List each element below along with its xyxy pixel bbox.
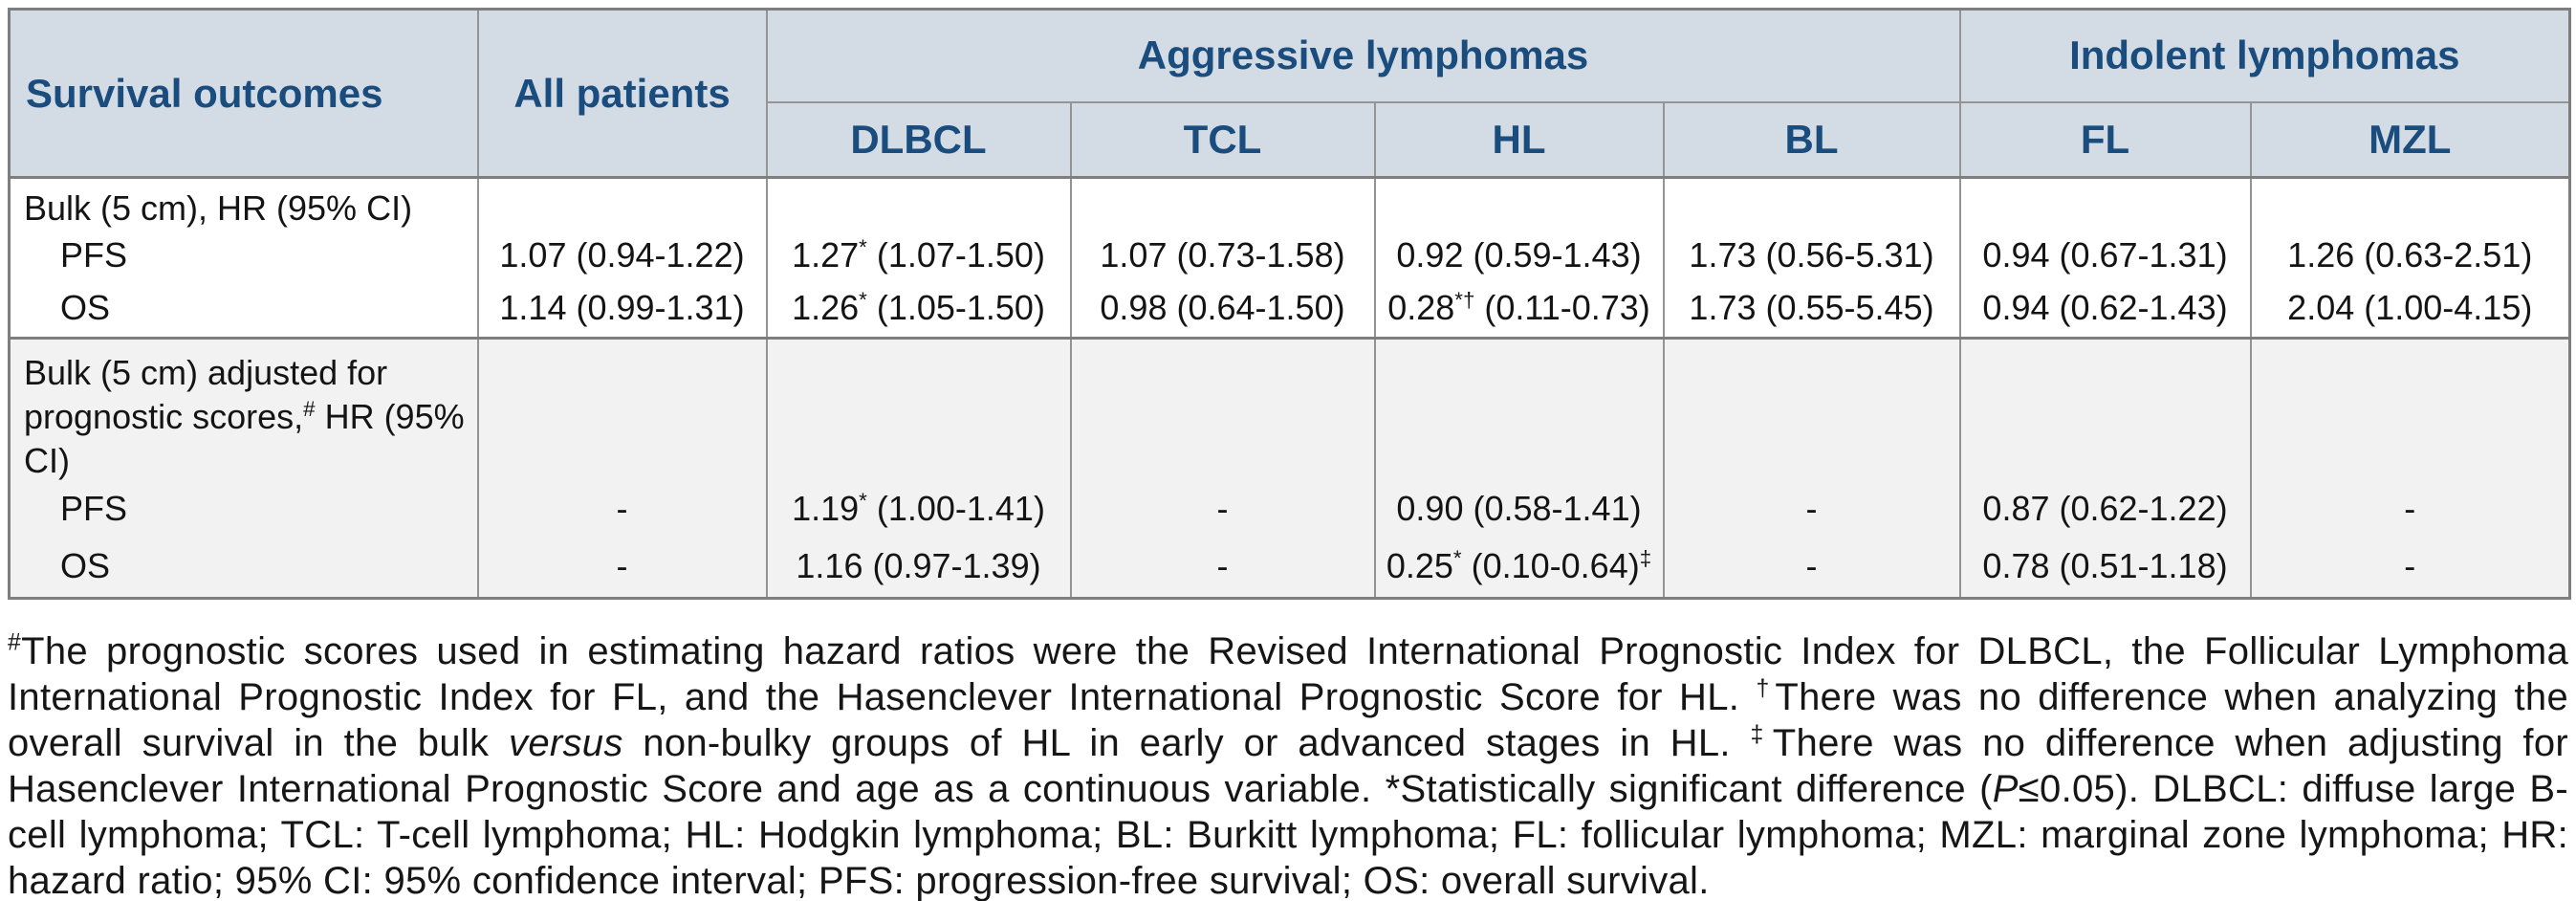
survival-outcomes-table: Survival outcomes All patients Aggressiv…: [8, 8, 2572, 600]
col-header-tcl: TCL: [1069, 100, 1375, 178]
section-bulk-adjusted: Bulk (5 cm) adjusted for prognostic scor…: [8, 338, 2570, 599]
row-label-pfs: PFS: [8, 231, 478, 280]
col-header-mzl: MZL: [2249, 100, 2570, 178]
hr-cell-dlbcl: 1.26* (1.05-1.50): [765, 280, 1071, 338]
section-label-row: Bulk (5 cm) adjusted for prognostic scor…: [8, 338, 2570, 483]
empty-cell: [765, 338, 1071, 483]
all-patients-header: All patients: [476, 9, 767, 178]
empty-cell: [1069, 338, 1375, 483]
hr-cell-fl: 0.94 (0.62-1.43): [1958, 280, 2251, 338]
hr-cell-all-patients: 1.14 (0.99-1.31): [476, 280, 767, 338]
hr-cell-mzl: -: [2249, 482, 2570, 536]
footnote: #The prognostic scores used in estimatin…: [8, 629, 2569, 901]
hr-cell-bl: 1.73 (0.56-5.31): [1662, 231, 1960, 280]
pfs-row: PFS - 1.19* (1.00-1.41) - 0.90 (0.58-1.4…: [8, 482, 2570, 536]
empty-cell: [2249, 177, 2570, 231]
table-header: Survival outcomes All patients Aggressiv…: [8, 9, 2570, 178]
pfs-row: PFS 1.07 (0.94-1.22) 1.27* (1.07-1.50) 1…: [8, 231, 2570, 280]
row-label-os: OS: [8, 280, 478, 338]
indolent-lymphomas-group-header: Indolent lymphomas: [1958, 9, 2570, 102]
empty-cell: [1958, 177, 2251, 231]
col-header-hl: HL: [1373, 100, 1664, 178]
aggressive-lymphomas-group-header: Aggressive lymphomas: [765, 9, 1960, 102]
header-group-row: Survival outcomes All patients Aggressiv…: [8, 9, 2570, 178]
hr-cell-hl: 0.28*† (0.11-0.73): [1373, 280, 1664, 338]
col-header-bl: BL: [1662, 100, 1960, 178]
hr-cell-dlbcl: 1.16 (0.97-1.39): [765, 535, 1071, 599]
hr-cell-hl: 0.25* (0.10-0.64)‡: [1373, 535, 1664, 599]
hr-cell-dlbcl: 1.19* (1.00-1.41): [765, 482, 1071, 536]
hr-cell-bl: 1.73 (0.55-5.45): [1662, 280, 1960, 338]
hr-cell-all-patients: -: [476, 482, 767, 536]
hr-cell-bl: -: [1662, 482, 1960, 536]
hr-cell-fl: 0.78 (0.51-1.18): [1958, 535, 2251, 599]
empty-cell: [1069, 177, 1375, 231]
hr-cell-tcl: -: [1069, 482, 1375, 536]
empty-cell: [1662, 177, 1960, 231]
empty-cell: [1662, 338, 1960, 483]
hr-cell-mzl: -: [2249, 535, 2570, 599]
empty-cell: [1373, 338, 1664, 483]
hr-cell-bl: -: [1662, 535, 1960, 599]
os-row: OS 1.14 (0.99-1.31) 1.26* (1.05-1.50) 0.…: [8, 280, 2570, 338]
empty-cell: [2249, 338, 2570, 483]
col-header-dlbcl: DLBCL: [765, 100, 1071, 178]
hr-cell-dlbcl: 1.27* (1.07-1.50): [765, 231, 1071, 280]
row-label-os: OS: [8, 535, 478, 599]
section-label: Bulk (5 cm), HR (95% CI): [8, 177, 478, 231]
hr-cell-tcl: 0.98 (0.64-1.50): [1069, 280, 1375, 338]
hr-cell-hl: 0.90 (0.58-1.41): [1373, 482, 1664, 536]
empty-cell: [1373, 177, 1664, 231]
os-row: OS - 1.16 (0.97-1.39) - 0.25* (0.10-0.64…: [8, 535, 2570, 599]
empty-cell: [1958, 338, 2251, 483]
col-header-fl: FL: [1958, 100, 2251, 178]
hr-cell-fl: 0.87 (0.62-1.22): [1958, 482, 2251, 536]
empty-cell: [765, 177, 1071, 231]
empty-cell: [476, 177, 767, 231]
hr-cell-fl: 0.94 (0.67-1.31): [1958, 231, 2251, 280]
section-label: Bulk (5 cm) adjusted for prognostic scor…: [8, 338, 478, 483]
hr-cell-hl: 0.92 (0.59-1.43): [1373, 231, 1664, 280]
hr-cell-mzl: 2.04 (1.00-4.15): [2249, 280, 2570, 338]
hr-cell-tcl: -: [1069, 535, 1375, 599]
hr-cell-tcl: 1.07 (0.73-1.58): [1069, 231, 1375, 280]
hr-cell-all-patients: 1.07 (0.94-1.22): [476, 231, 767, 280]
survival-outcomes-header: Survival outcomes: [8, 9, 478, 178]
section-label-row: Bulk (5 cm), HR (95% CI): [8, 177, 2570, 231]
row-label-pfs: PFS: [8, 482, 478, 536]
header-subcolumn-row: DLBCL TCL HL BL FL MZL: [10, 100, 2570, 178]
empty-cell: [476, 338, 767, 483]
section-bulk-unadjusted: Bulk (5 cm), HR (95% CI) PFS 1.07 (0.94-…: [8, 177, 2570, 338]
hr-cell-mzl: 1.26 (0.63-2.51): [2249, 231, 2570, 280]
hr-cell-all-patients: -: [476, 535, 767, 599]
